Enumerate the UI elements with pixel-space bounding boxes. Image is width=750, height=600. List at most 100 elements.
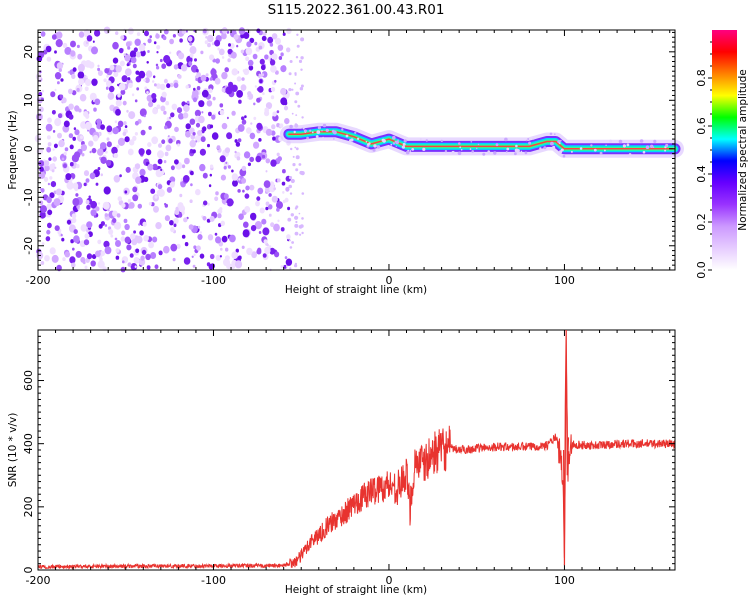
noise-speckle bbox=[275, 37, 281, 45]
noise-speckle bbox=[199, 163, 206, 172]
noise-speckle bbox=[198, 115, 205, 124]
noise-speckle bbox=[195, 122, 201, 128]
noise-speckle bbox=[122, 131, 127, 136]
noise-speckle bbox=[186, 100, 190, 104]
noise-speckle bbox=[284, 256, 288, 260]
signal-speckle bbox=[645, 145, 650, 149]
noise-speckle bbox=[115, 240, 121, 247]
colorbar-label: Normalized spectral amplitude bbox=[737, 69, 749, 230]
y-tick-label: 10 bbox=[22, 93, 35, 107]
noise-speckle bbox=[38, 106, 44, 113]
noise-speckle bbox=[238, 27, 246, 35]
noise-speckle bbox=[146, 265, 151, 270]
noise-speckle bbox=[57, 230, 61, 235]
noise-speckle bbox=[84, 265, 88, 269]
noise-speckle bbox=[169, 38, 175, 45]
noise-speckle bbox=[241, 119, 247, 125]
x-tick-label: 100 bbox=[554, 574, 575, 587]
noise-speckle bbox=[117, 196, 123, 202]
noise-speckle bbox=[184, 157, 190, 165]
spectrogram-y-axis-label: Frequency (Hz) bbox=[7, 110, 19, 189]
noise-speckle bbox=[294, 264, 298, 268]
noise-speckle bbox=[57, 81, 60, 85]
noise-speckle bbox=[117, 137, 126, 146]
noise-speckle bbox=[234, 150, 237, 154]
noise-speckle bbox=[288, 184, 293, 189]
noise-speckle bbox=[294, 100, 298, 104]
spectrogram-noise bbox=[34, 26, 305, 273]
signal-speckle bbox=[562, 154, 566, 158]
noise-speckle bbox=[169, 176, 176, 183]
noise-speckle bbox=[225, 247, 229, 252]
noise-speckle bbox=[195, 78, 198, 81]
noise-speckle bbox=[192, 264, 196, 268]
figure-title: S115.2022.361.00.43.R01 bbox=[268, 2, 445, 18]
noise-speckle bbox=[104, 224, 108, 227]
noise-speckle bbox=[299, 170, 304, 175]
noise-speckle bbox=[231, 68, 238, 76]
noise-speckle bbox=[61, 97, 67, 104]
noise-speckle bbox=[219, 207, 223, 211]
noise-speckle bbox=[112, 127, 119, 135]
noise-speckle bbox=[71, 262, 76, 268]
noise-speckle bbox=[121, 230, 126, 236]
noise-speckle bbox=[216, 145, 221, 150]
noise-speckle bbox=[289, 246, 293, 249]
noise-speckle bbox=[114, 237, 118, 241]
noise-speckle bbox=[130, 56, 137, 64]
noise-speckle bbox=[133, 47, 138, 53]
noise-speckle bbox=[156, 169, 159, 173]
noise-speckle bbox=[80, 135, 83, 139]
noise-speckle bbox=[57, 113, 63, 119]
noise-speckle bbox=[247, 162, 251, 167]
noise-speckle bbox=[207, 34, 214, 43]
noise-speckle bbox=[127, 198, 132, 203]
noise-speckle bbox=[85, 178, 90, 183]
noise-speckle bbox=[286, 265, 289, 268]
noise-speckle bbox=[104, 213, 109, 217]
snr-x-axis-label: Height of straight line (km) bbox=[285, 584, 427, 596]
noise-speckle bbox=[221, 32, 227, 40]
noise-speckle bbox=[174, 209, 180, 216]
noise-speckle bbox=[106, 80, 112, 87]
noise-speckle bbox=[245, 185, 250, 191]
noise-speckle bbox=[291, 112, 294, 115]
signal-speckle bbox=[642, 150, 646, 154]
noise-speckle bbox=[270, 95, 275, 100]
noise-speckle bbox=[285, 186, 290, 192]
noise-speckle bbox=[223, 165, 227, 170]
noise-speckle bbox=[126, 244, 132, 251]
noise-speckle bbox=[45, 45, 52, 53]
noise-speckle bbox=[147, 163, 154, 171]
noise-speckle bbox=[294, 262, 297, 265]
noise-speckle bbox=[165, 101, 170, 106]
noise-speckle bbox=[44, 165, 50, 172]
signal-speckle bbox=[341, 128, 344, 131]
noise-speckle bbox=[207, 42, 211, 48]
noise-speckle bbox=[187, 36, 193, 42]
noise-speckle bbox=[157, 158, 163, 165]
noise-speckle bbox=[295, 114, 298, 116]
noise-speckle bbox=[112, 41, 119, 50]
noise-speckle bbox=[233, 34, 239, 40]
signal-speckle bbox=[570, 150, 573, 153]
noise-speckle bbox=[169, 51, 172, 55]
noise-speckle bbox=[219, 110, 225, 116]
noise-speckle bbox=[113, 152, 119, 159]
noise-speckle bbox=[127, 27, 134, 35]
noise-speckle bbox=[183, 104, 190, 112]
noise-speckle bbox=[194, 109, 201, 117]
signal-speckle bbox=[372, 148, 376, 152]
signal-speckle bbox=[365, 141, 368, 143]
noise-speckle bbox=[120, 35, 125, 40]
noise-speckle bbox=[81, 153, 85, 157]
noise-speckle bbox=[124, 236, 131, 244]
noise-speckle bbox=[294, 231, 299, 236]
signal-speckle bbox=[605, 144, 607, 147]
noise-speckle bbox=[166, 186, 172, 193]
noise-speckle bbox=[104, 68, 110, 74]
noise-speckle bbox=[211, 132, 219, 140]
noise-speckle bbox=[86, 221, 93, 229]
noise-speckle bbox=[208, 263, 214, 270]
noise-speckle bbox=[294, 146, 297, 149]
